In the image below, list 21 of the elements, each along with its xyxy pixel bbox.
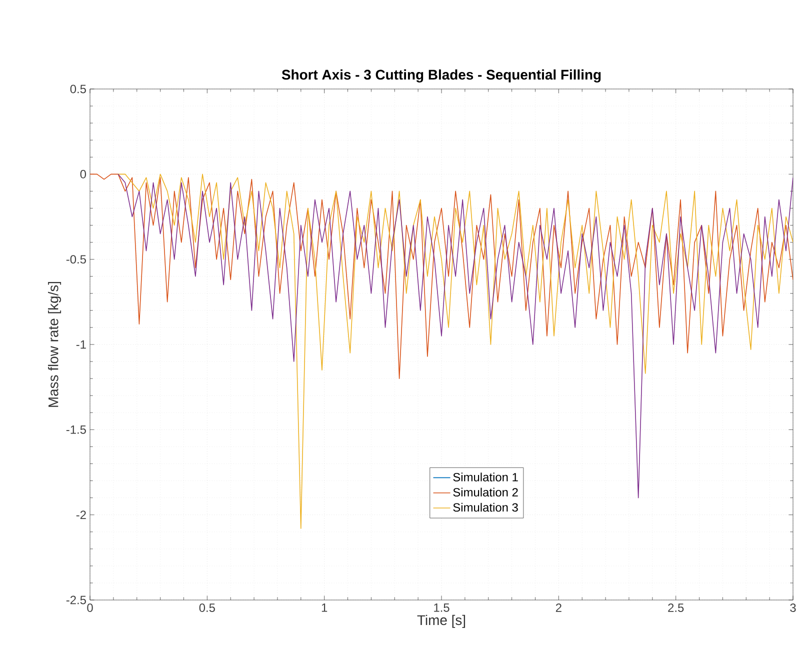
x-tick-label: 2 [556, 604, 562, 612]
x-tick-label: 0 [87, 604, 93, 612]
y-tick-label: 0 [80, 170, 86, 178]
y-tick-label: -0.5 [66, 255, 86, 264]
x-axis-title: Time [s] [417, 614, 466, 628]
y-tick-label: -1 [76, 340, 86, 349]
y-axis-title: Mass flow rate [kg/s] [48, 282, 62, 407]
y-tick-label: 0.5 [70, 84, 86, 94]
legend-label: Simulation 3 [453, 502, 518, 512]
y-tick-label: -1.5 [66, 426, 86, 434]
legend-label: Simulation 2 [453, 488, 518, 497]
x-tick-label: 3 [790, 604, 796, 612]
line-series [90, 174, 794, 379]
chart-title: Short Axis - 3 Cutting Blades - Sequential Filling [282, 69, 601, 82]
x-tick-label: 1.5 [434, 604, 450, 612]
legend-label: Simulation 1 [453, 472, 518, 482]
x-tick-label: 1 [322, 604, 328, 612]
x-tick-label: 2.5 [668, 604, 684, 612]
y-tick-label: -2 [76, 510, 86, 520]
y-tick-label: -2.5 [66, 596, 86, 604]
x-tick-label: 0.5 [199, 604, 215, 612]
